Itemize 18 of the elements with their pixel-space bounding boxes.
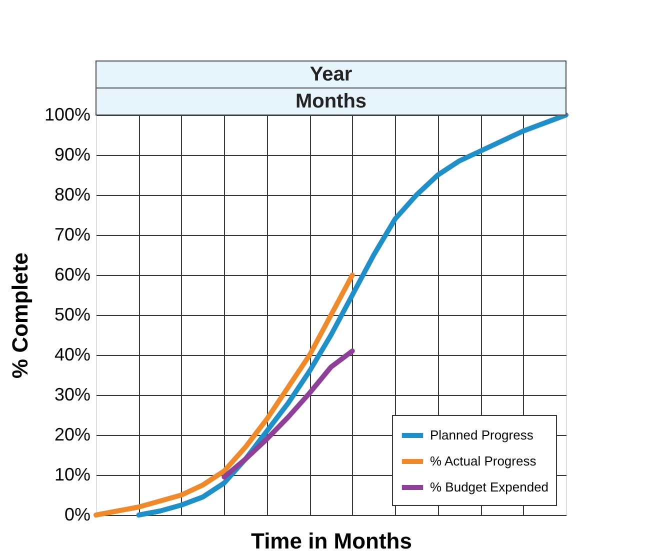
y-tick-label: 100%: [44, 104, 90, 124]
y-tick-label: 80%: [54, 184, 90, 204]
y-axis-title: % Complete: [7, 252, 32, 378]
text: Year: [310, 64, 352, 86]
y-tick-label: 20%: [54, 424, 90, 444]
y-tick-label: 30%: [54, 384, 90, 404]
y-tick-label: 90%: [54, 144, 90, 164]
legend-label: Planned Progress: [430, 428, 534, 442]
y-tick-label: 70%: [54, 224, 90, 244]
y-tick-label: 40%: [54, 344, 90, 364]
y-tick-label: 10%: [54, 464, 90, 484]
y-tick-label: 50%: [54, 304, 90, 324]
y-tick-label: 0%: [64, 504, 90, 524]
y-tick-label: 60%: [54, 264, 90, 284]
x-axis-title: Time in Months: [251, 528, 412, 551]
legend-label: % Actual Progress: [430, 454, 537, 468]
legend-label: % Budget Expended: [430, 480, 549, 494]
text: Months: [295, 90, 367, 112]
